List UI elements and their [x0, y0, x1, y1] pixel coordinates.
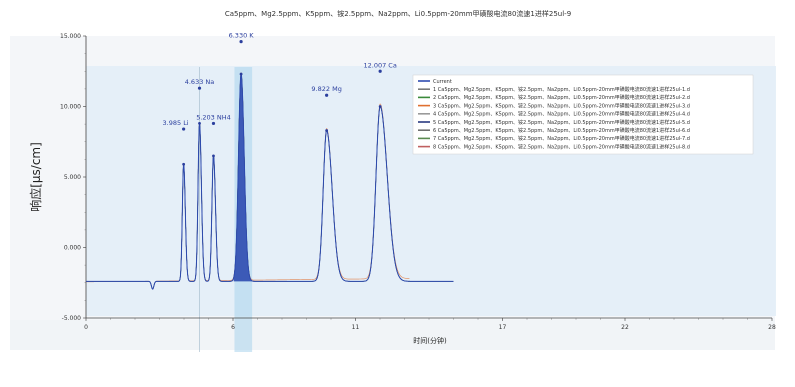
- x-axis-label: 时间(分钟): [413, 336, 447, 345]
- legend-entry: 8 Ca5ppm、Mg2.5ppm、K5ppm、铵2.5ppm、Na2ppm、L…: [433, 143, 690, 150]
- trace-lines: [86, 71, 454, 290]
- peak-apex-marker: [239, 72, 243, 76]
- y-tick-label: 10.000: [60, 104, 81, 111]
- peak-marker: [197, 86, 202, 90]
- peak-label: 6.330 K: [229, 32, 255, 40]
- chart-title: Ca5ppm、Mg2.5ppm、K5ppm、铵2.5ppm、Na2ppm、Li0…: [225, 9, 571, 18]
- legend-entry: 7 Ca5ppm、Mg2.5ppm、K5ppm、铵2.5ppm、Na2ppm、L…: [433, 135, 690, 142]
- x-tick-label: 17: [499, 324, 507, 331]
- y-axis-label: 响应[µs/cm]: [28, 142, 43, 212]
- peak-apex-marker: [325, 129, 329, 132]
- x-tick-label: 6: [231, 324, 235, 331]
- legend-entry: 1 Ca5ppm、Mg2.5ppm、K5ppm、铵2.5ppm、Na2ppm、L…: [433, 86, 690, 93]
- peak-apex-marker: [182, 162, 186, 166]
- legend-entry: 6 Ca5ppm、Mg2.5ppm、K5ppm、铵2.5ppm、Na2ppm、L…: [433, 127, 690, 134]
- peak-label: 9.822 Mg: [311, 85, 341, 93]
- y-ticks: -5.000 0.000 5.000 10.000 15.000: [60, 33, 86, 322]
- y-tick-label: 5.000: [64, 174, 81, 181]
- y-tick-label: 0.000: [64, 245, 81, 252]
- peak-apex-marker: [198, 122, 201, 125]
- peak-label: 4.633 Na: [185, 78, 215, 86]
- peak-marker: [325, 93, 329, 97]
- legend-entry: 4 Ca5ppm、Mg2.5ppm、K5ppm、铵2.5ppm、Na2ppm、L…: [433, 111, 690, 118]
- x-ticks: 0 6 11 17 22 28: [84, 318, 776, 331]
- peak-label: 3.985 Li: [163, 119, 189, 127]
- legend-entry: 2 Ca5ppm、Mg2.5ppm、K5ppm、铵2.5ppm、Na2ppm、L…: [433, 94, 690, 101]
- k-peak-fill: [233, 74, 253, 282]
- x-tick-label: 22: [621, 324, 629, 331]
- legend-entry: Current: [433, 79, 452, 85]
- peak-marker: [182, 127, 186, 131]
- x-tick-label: 28: [768, 324, 776, 331]
- peak-labels: 3.985 Li 4.633 Na 5.203 NH4 6.330 K 9.822 Mg…: [163, 32, 397, 166]
- legend-entry: 3 Ca5ppm、Mg2.5ppm、K5ppm、铵2.5ppm、Na2ppm、L…: [433, 102, 690, 109]
- legend-entry: 5 Ca5ppm、Mg2.5ppm、K5ppm、铵2.5ppm、Na2ppm、L…: [433, 119, 690, 126]
- peak-marker: [239, 40, 243, 44]
- x-tick-label: 11: [352, 324, 360, 331]
- trace-line-0: [86, 72, 454, 290]
- x-tick-label: 0: [84, 324, 88, 331]
- peak-label: 12.007 Ca: [363, 61, 396, 69]
- y-tick-label: -5.000: [62, 315, 82, 322]
- peak-marker: [378, 69, 382, 73]
- peak-marker: [211, 121, 216, 126]
- peak-apex-marker: [378, 105, 382, 108]
- peak-label: 5.203 NH4: [196, 113, 231, 121]
- peak-apex-marker: [212, 154, 215, 158]
- y-tick-label: 15.000: [60, 33, 81, 40]
